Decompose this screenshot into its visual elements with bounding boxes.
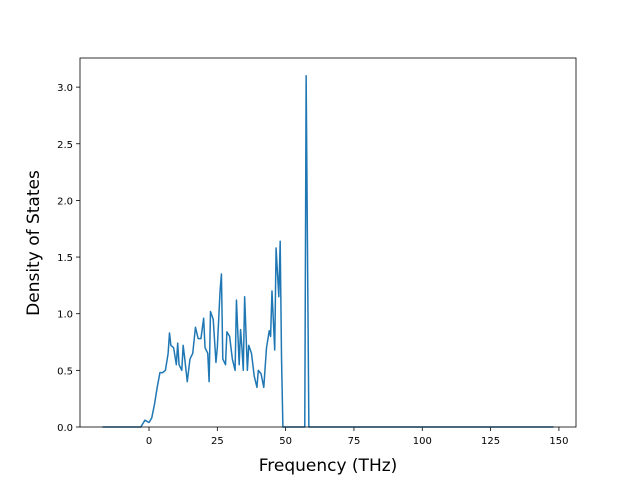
x-tick-label: 0 (146, 436, 152, 447)
x-tick-label: 100 (413, 436, 432, 447)
x-tick-label: 50 (279, 436, 292, 447)
x-axis-label: Frequency (THz) (259, 456, 398, 476)
y-tick-label: 0.5 (57, 366, 73, 377)
y-tick-label: 0.0 (57, 423, 73, 434)
x-tick-label: 125 (481, 436, 500, 447)
y-tick-label: 1.5 (57, 253, 73, 264)
y-tick-label: 3.0 (57, 83, 73, 94)
data-line (102, 75, 554, 428)
x-tick-label: 75 (348, 436, 361, 447)
y-tick-label: 2.0 (57, 196, 73, 207)
y-tick-label: 1.0 (57, 310, 73, 321)
y-axis-label: Density of States (24, 170, 44, 316)
axes-frame (79, 57, 577, 428)
x-tick-label: 150 (549, 436, 568, 447)
y-tick-label: 2.5 (57, 140, 73, 151)
x-tick-label: 25 (211, 436, 224, 447)
